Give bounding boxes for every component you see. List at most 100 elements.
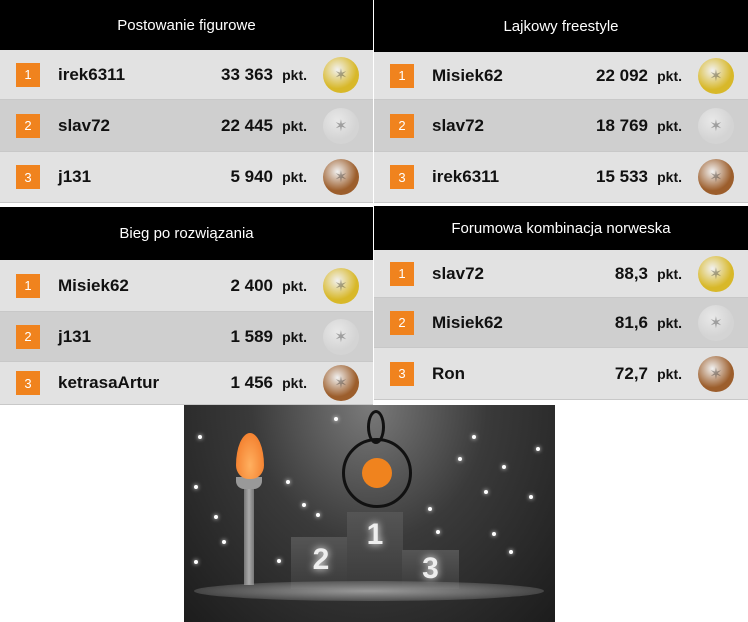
star (198, 435, 202, 439)
silver-medal-icon: ✶ (698, 107, 734, 144)
score-unit: pkt. (657, 169, 682, 185)
gold-medal-icon: ✶ (323, 56, 359, 93)
rank-badge: 3 (16, 165, 40, 189)
star (316, 513, 320, 517)
rank-badge: 3 (16, 371, 40, 395)
player-name: Misiek62 (432, 312, 503, 332)
rank-badge: 1 (16, 273, 40, 298)
player-name: Ron (432, 363, 466, 383)
bronze-medal-icon: ✶ (323, 159, 359, 195)
star (302, 503, 306, 507)
star (509, 550, 513, 554)
leaderboard-row: 1 Misiek62 2 400 pkt. ✶ (0, 260, 373, 312)
player-name: j131 (58, 326, 92, 346)
score: 81,6 (614, 312, 648, 332)
torch-icon (244, 465, 254, 585)
player-name: slav72 (58, 115, 110, 135)
score-unit: pkt. (282, 277, 307, 294)
score-unit: pkt. (282, 66, 307, 83)
player-name: j131 (58, 167, 92, 186)
star (214, 515, 218, 519)
panel-title: Forumowa kombinacja norweska (374, 206, 748, 250)
star (484, 490, 488, 494)
flame-icon (236, 433, 264, 479)
score: 1 456 (230, 373, 273, 392)
silver-medal-icon: ✶ (698, 304, 734, 341)
score: 18 769 (596, 115, 648, 135)
bronze-medal-icon: ✶ (698, 159, 734, 195)
score: 15 533 (596, 167, 648, 186)
gold-medal-icon: ✶ (698, 57, 734, 94)
star (334, 417, 338, 421)
star (277, 559, 281, 563)
rank-badge: 3 (390, 165, 414, 189)
player-name: Misiek62 (432, 65, 503, 85)
score-unit: pkt. (657, 265, 682, 282)
bronze-medal-icon: ✶ (698, 355, 734, 392)
panel-title: Lajkowy freestyle (374, 0, 748, 52)
medal-logo-icon (342, 438, 412, 508)
score-unit: pkt. (657, 365, 682, 382)
star (536, 447, 540, 451)
star (428, 507, 432, 511)
panel-title: Postowanie figurowe (0, 0, 373, 50)
score: 5 940 (230, 167, 273, 186)
score-unit: pkt. (282, 117, 307, 134)
leaderboard-row: 2 slav72 22 445 pkt. ✶ (0, 100, 373, 152)
medal-ribbon-icon (367, 410, 385, 444)
silver-medal-icon: ✶ (323, 107, 359, 144)
score-unit: pkt. (282, 169, 307, 185)
score: 88,3 (614, 263, 648, 283)
star (222, 540, 226, 544)
score-unit: pkt. (657, 117, 682, 134)
bronze-medal-icon: ✶ (323, 365, 359, 401)
leaderboard-row: 1 slav72 88,3 pkt. ✶ (374, 250, 748, 298)
star (458, 457, 462, 461)
rank-badge: 2 (16, 113, 40, 138)
podium-first: 1 (347, 512, 403, 589)
star (492, 532, 496, 536)
score: 22 445 (221, 115, 273, 135)
leaderboard-row: 3 Ron 72,7 pkt. ✶ (374, 348, 748, 400)
score: 2 400 (230, 275, 273, 295)
star (472, 435, 476, 439)
rank-badge: 2 (390, 113, 414, 138)
player-name: irek6311 (58, 64, 126, 84)
leaderboard-panel: Lajkowy freestyle 1 Misiek62 22 092 pkt.… (374, 0, 748, 203)
podium-second: 2 (291, 537, 351, 589)
score: 22 092 (596, 65, 648, 85)
score-unit: pkt. (657, 67, 682, 84)
star (502, 465, 506, 469)
score-unit: pkt. (657, 314, 682, 331)
gold-medal-icon: ✶ (323, 267, 359, 304)
player-name: irek6311 (432, 167, 500, 186)
score: 72,7 (614, 363, 648, 383)
rank-badge: 1 (16, 62, 40, 87)
score-unit: pkt. (282, 328, 307, 345)
torch-cup (236, 477, 262, 489)
leaderboard-row: 3 ketrasaArtur 1 456 pkt. ✶ (0, 362, 373, 405)
star (286, 480, 290, 484)
leaderboard-row: 3 irek6311 15 533 pkt. ✶ (374, 152, 748, 203)
score: 1 589 (230, 326, 273, 346)
score-unit: pkt. (282, 375, 307, 391)
rank-badge: 3 (390, 361, 414, 386)
leaderboard-row: 1 Misiek62 22 092 pkt. ✶ (374, 52, 748, 100)
player-name: slav72 (432, 263, 484, 283)
rank-badge: 1 (390, 261, 414, 286)
star (194, 560, 198, 564)
leaderboard-row: 1 irek6311 33 363 pkt. ✶ (0, 50, 373, 100)
leaderboard-panel: Forumowa kombinacja norweska 1 slav72 88… (374, 206, 748, 400)
silver-medal-icon: ✶ (323, 318, 359, 355)
panel-title: Bieg po rozwiązania (0, 207, 373, 260)
leaderboard-row: 2 Misiek62 81,6 pkt. ✶ (374, 298, 748, 348)
leaderboard-row: 2 j131 1 589 pkt. ✶ (0, 312, 373, 362)
rank-badge: 2 (16, 324, 40, 349)
leaderboard-panel: Bieg po rozwiązania 1 Misiek62 2 400 pkt… (0, 207, 373, 405)
leaderboard-row: 3 j131 5 940 pkt. ✶ (0, 152, 373, 203)
leaderboard-panel: Postowanie figurowe 1 irek6311 33 363 pk… (0, 0, 373, 203)
rank-badge: 2 (390, 310, 414, 335)
player-name: Misiek62 (58, 275, 129, 295)
player-name: ketrasaArtur (58, 373, 160, 392)
rank-badge: 1 (390, 63, 414, 88)
